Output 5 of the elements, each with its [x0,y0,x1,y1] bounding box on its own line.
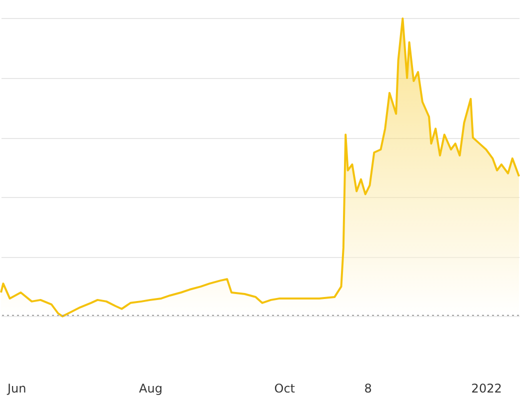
x-tick-label: Oct [274,382,296,396]
x-tick-label: 8 [364,382,372,396]
x-tick-label: 2022 [471,382,502,396]
x-tick-label: Jun [6,382,26,396]
x-tick-label: Aug [139,382,162,396]
